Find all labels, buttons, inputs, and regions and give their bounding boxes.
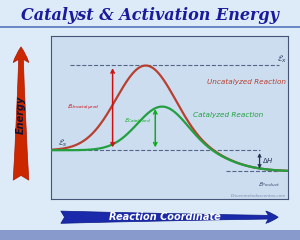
Text: Uncatalyzed Reaction: Uncatalyzed Reaction	[207, 79, 286, 85]
Text: Catalyst & Activation Energy: Catalyst & Activation Energy	[21, 7, 279, 24]
Text: $\mathit{\mathcal{E}_{Product}}$: $\mathit{\mathcal{E}_{Product}}$	[258, 180, 281, 189]
Text: Reaction Coordinate: Reaction Coordinate	[109, 212, 220, 222]
Text: Energy: Energy	[16, 95, 26, 133]
Text: Catalyzed Reaction: Catalyzed Reaction	[193, 112, 263, 118]
Text: $\mathit{\Delta H}$: $\mathit{\Delta H}$	[262, 156, 274, 165]
Text: $\mathit{\mathcal{E}_s}$: $\mathit{\mathcal{E}_s}$	[58, 138, 68, 150]
Text: $\mathit{\mathcal{E}_{Catalyzed}}$: $\mathit{\mathcal{E}_{Catalyzed}}$	[124, 117, 151, 127]
Text: Drivenmetodoscentos.com: Drivenmetodoscentos.com	[230, 194, 286, 198]
Text: $\mathit{\mathcal{E}_{Uncatalyzed}}$: $\mathit{\mathcal{E}_{Uncatalyzed}}$	[67, 103, 99, 113]
Text: $\mathit{\mathcal{E}_x}$: $\mathit{\mathcal{E}_x}$	[277, 53, 288, 65]
